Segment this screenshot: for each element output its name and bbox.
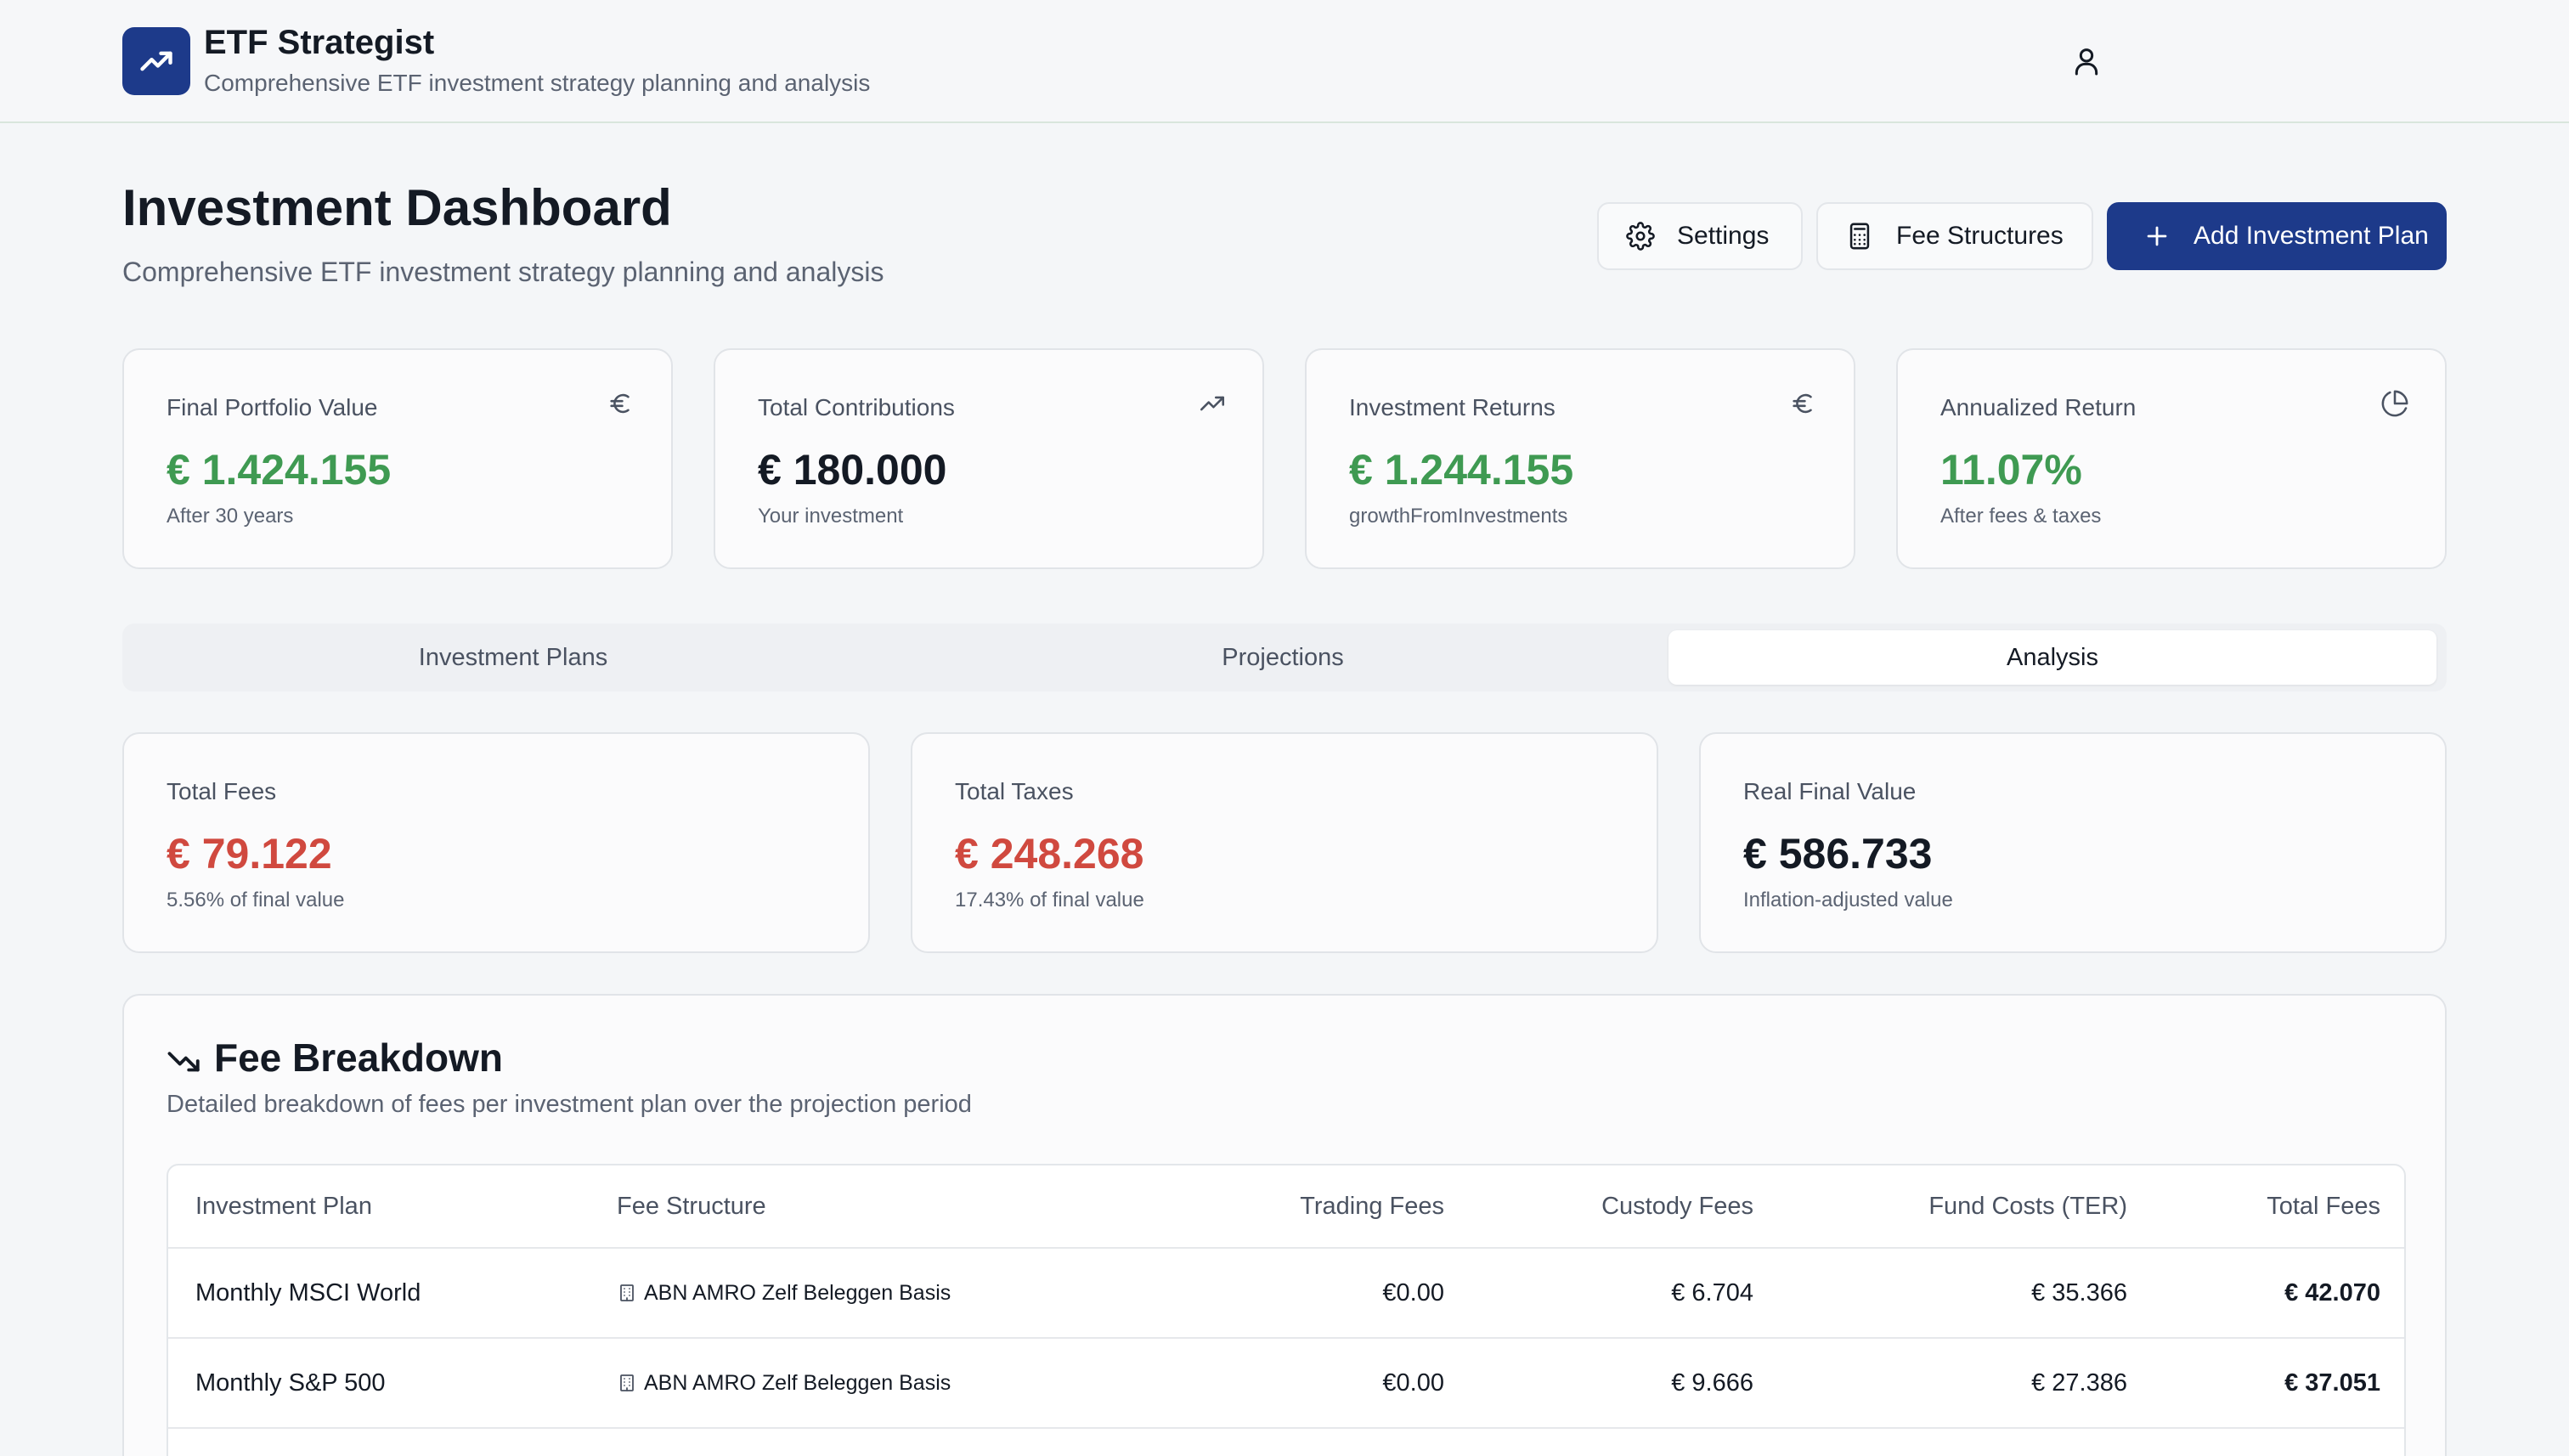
table-row: Monthly S&P 500 ABN AMRO Zelf Beleggen B…	[168, 1339, 2404, 1429]
tab-analysis[interactable]: Analysis	[1668, 630, 2436, 685]
plan-name: Monthly MSCI World	[195, 1278, 421, 1306]
trending-up-icon	[140, 51, 172, 71]
stat-label: Annualized Return	[1940, 394, 2137, 420]
plan-name: Monthly S&P 500	[195, 1369, 386, 1397]
settings-button[interactable]: Settings	[1597, 202, 1803, 270]
fee-structure-name: ABN AMRO Zelf Beleggen Basis	[644, 1370, 951, 1395]
fee-structure-cell: ABN AMRO Zelf Beleggen Basis	[617, 1339, 951, 1427]
building-icon	[620, 1374, 634, 1391]
summary-sub: 17.43% of final value	[955, 889, 1144, 911]
plus-icon	[2147, 226, 2167, 246]
table-row: Monthly MSCI World ABN AMRO Zelf Belegge…	[168, 1249, 2404, 1339]
summary-sub: 5.56% of final value	[167, 889, 345, 911]
custody-fees: € 9.666	[1671, 1369, 1753, 1397]
summary-card-real-final-value: Real Final Value € 586.733 Inflation-adj…	[1699, 732, 2447, 953]
page-subtitle: Comprehensive ETF investment strategy pl…	[122, 257, 884, 287]
column-header: Fee Structure	[617, 1192, 766, 1220]
fee-breakdown-panel: Fee Breakdown Detailed breakdown of fees…	[122, 994, 2447, 1456]
tab-projections[interactable]: Projections	[1222, 643, 1344, 671]
settings-label: Settings	[1677, 222, 1770, 250]
fee-structures-button[interactable]: Fee Structures	[1816, 202, 2093, 270]
trending-up-icon	[1200, 396, 1225, 411]
column-header: Trading Fees	[1300, 1192, 1444, 1220]
table-header-row: Investment Plan Fee Structure Trading Fe…	[168, 1165, 2404, 1249]
summary-label: Real Final Value	[1743, 778, 1917, 804]
summary-value: € 248.268	[955, 830, 1144, 878]
fund-costs: € 35.366	[2031, 1278, 2127, 1306]
add-investment-plan-label: Add Investment Plan	[2194, 222, 2429, 250]
app-header: ETF Strategist Comprehensive ETF investm…	[0, 0, 2569, 123]
stat-value: € 180.000	[758, 446, 947, 494]
summary-card-total-taxes: Total Taxes € 248.268 17.43% of final va…	[911, 732, 1658, 953]
app-logo	[122, 27, 190, 95]
stat-label: Total Contributions	[758, 394, 955, 420]
stat-sub: After 30 years	[167, 505, 294, 528]
summary-label: Total Fees	[167, 778, 277, 804]
trading-fees: €0.00	[1382, 1369, 1444, 1397]
user-icon[interactable]	[2069, 44, 2103, 78]
fee-structure-name: ABN AMRO Zelf Beleggen Basis	[644, 1280, 951, 1305]
total-fees: € 42.070	[2284, 1278, 2380, 1306]
column-header: Total Fees	[2267, 1192, 2380, 1220]
dashboard-tabs: Investment Plans Projections Analysis	[122, 624, 2447, 691]
tab-investment-plans[interactable]: Investment Plans	[418, 643, 608, 671]
app-subtitle: Comprehensive ETF investment strategy pl…	[204, 70, 871, 96]
summary-card-total-fees: Total Fees € 79.122 5.56% of final value	[122, 732, 870, 953]
pie-chart-icon	[2381, 390, 2408, 417]
trading-fees: €0.00	[1382, 1278, 1444, 1306]
total-fees: € 37.051	[2284, 1369, 2380, 1397]
column-header: Fund Costs (TER)	[1928, 1192, 2127, 1220]
stat-value: € 1.424.155	[167, 446, 392, 494]
stat-value: 11.07%	[1940, 446, 2082, 494]
stat-sub: Your investment	[758, 505, 904, 528]
fee-breakdown-table: Investment Plan Fee Structure Trading Fe…	[167, 1164, 2406, 1456]
column-header: Custody Fees	[1601, 1192, 1753, 1220]
trending-down-icon	[167, 1052, 200, 1072]
stat-label: Final Portfolio Value	[167, 394, 378, 420]
fee-structure-cell: ABN AMRO Zelf Beleggen Basis	[617, 1249, 951, 1337]
fund-costs: € 27.386	[2031, 1369, 2127, 1397]
building-icon	[620, 1284, 634, 1301]
euro-icon	[610, 393, 630, 414]
column-header: Investment Plan	[195, 1192, 372, 1220]
fee-breakdown-title: Fee Breakdown	[214, 1036, 503, 1080]
calculator-icon	[1849, 223, 1870, 250]
stat-sub: growthFromInvestments	[1349, 505, 1568, 528]
stat-card-annualized-return: Annualized Return 11.07% After fees & ta…	[1896, 348, 2447, 569]
app-title: ETF Strategist	[204, 24, 435, 61]
summary-value: € 586.733	[1743, 830, 1933, 878]
stat-card-final-portfolio-value: Final Portfolio Value € 1.424.155 After …	[122, 348, 673, 569]
stat-card-total-contributions: Total Contributions € 180.000 Your inves…	[714, 348, 1264, 569]
custody-fees: € 6.704	[1671, 1278, 1753, 1306]
stat-label: Investment Returns	[1349, 394, 1556, 420]
add-investment-plan-button[interactable]: Add Investment Plan	[2107, 202, 2447, 270]
fee-breakdown-description: Detailed breakdown of fees per investmen…	[167, 1091, 972, 1118]
stat-sub: After fees & taxes	[1940, 505, 2102, 528]
fee-structures-label: Fee Structures	[1896, 222, 2064, 250]
euro-icon	[1793, 393, 1812, 414]
summary-value: € 79.122	[167, 830, 332, 878]
summary-sub: Inflation-adjusted value	[1743, 889, 1953, 911]
gear-icon	[1626, 222, 1655, 251]
stat-card-investment-returns: Investment Returns € 1.244.155 growthFro…	[1305, 348, 1855, 569]
stat-value: € 1.244.155	[1349, 446, 1574, 494]
summary-label: Total Taxes	[955, 778, 1074, 804]
page-title: Investment Dashboard	[122, 179, 672, 236]
